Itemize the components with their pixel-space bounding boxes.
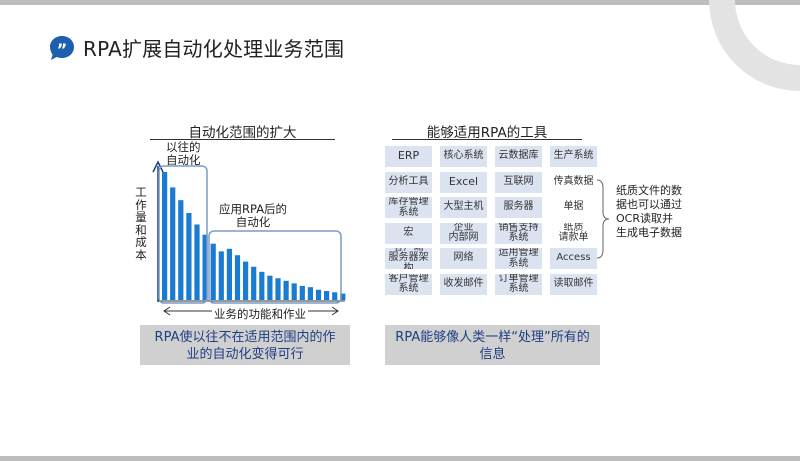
x-range-arrowhead-right	[331, 306, 339, 316]
x-axis-label: 业务的功能和作业	[212, 306, 308, 322]
svg-text:”: ”	[57, 40, 68, 59]
bar	[218, 251, 224, 300]
bar	[202, 234, 208, 300]
bar	[170, 187, 176, 300]
tool-tile: 分析工具	[385, 171, 432, 193]
tool-tile: 互联网	[495, 171, 542, 193]
tool-tile: 运用管理 系统	[495, 248, 542, 269]
tool-tile: Access	[550, 248, 597, 269]
tool-tile: 订单管理 系统	[495, 273, 542, 295]
tool-grid: ERP 核心系统 云数据库 生产系统分析工具 Excel 互联网 传真数据库存管理 系统 大型…	[385, 146, 597, 295]
bar	[259, 271, 265, 300]
tool-tile: Excel	[440, 171, 487, 193]
bar	[234, 255, 241, 300]
tool-tile: 库存管理 系统	[385, 197, 432, 218]
y-axis-label: 工作量和成本	[135, 185, 147, 262]
tool-tile: 网络	[440, 248, 487, 269]
bar	[226, 248, 232, 300]
tool-tile: 大型主机	[440, 197, 487, 218]
bar	[340, 293, 346, 300]
tool-tile: 服务器	[495, 197, 542, 218]
quote-icon: ”	[50, 36, 74, 60]
right-heading-underline	[392, 139, 582, 140]
bar	[332, 292, 338, 300]
automation-scope-chart	[152, 160, 346, 316]
left-heading: 自动化范围的扩大	[188, 125, 297, 141]
tool-tile: 云数据库	[495, 146, 542, 167]
bar	[275, 278, 281, 300]
x-range-arrowhead-left	[163, 306, 171, 316]
ocr-note: 纸质文件的数 据也可以通过 OCR读取并 生成电子数据	[616, 184, 682, 239]
tool-tile: 纸质 请款单	[558, 222, 589, 243]
tool-tile: 收发邮件	[440, 273, 487, 295]
right-heading: 能够适用RPA的工具	[426, 125, 548, 141]
bar	[162, 172, 168, 300]
bottom-border	[0, 456, 800, 461]
bar	[251, 266, 257, 300]
tool-tile: 企业 内部网	[440, 222, 487, 244]
bar	[315, 289, 322, 300]
rpa-automation-box	[208, 230, 342, 304]
bar	[283, 280, 289, 300]
brace-icon	[596, 179, 610, 259]
bar	[299, 285, 305, 300]
tool-tile: 传真数据	[553, 175, 594, 187]
y-axis-arrowhead	[152, 160, 164, 173]
page-title: RPA扩展自动化处理业务范围	[83, 37, 345, 61]
tool-tile: 客户管理 系统	[385, 273, 432, 295]
tool-tile: 销售支持 系统	[495, 222, 542, 244]
bar	[291, 283, 297, 300]
bar	[194, 224, 200, 300]
bar	[267, 275, 273, 300]
left-caption: RPA使以往不在适用范围内的作 业的自动化变得可行	[140, 325, 350, 365]
tool-tile: 核心系统	[440, 146, 487, 167]
bar	[243, 261, 249, 300]
bar	[186, 212, 192, 300]
bar	[178, 200, 184, 300]
tool-tile: ERP	[385, 146, 432, 167]
past-automation-label: 以往的 自动化	[166, 140, 201, 167]
tool-tile: 读取邮件	[550, 273, 597, 295]
bar	[307, 287, 313, 300]
tool-tile: 宏	[385, 222, 432, 244]
tool-tile: 生产系统	[550, 146, 597, 167]
past-automation-box	[158, 165, 208, 304]
right-caption: RPA能够像人类一样“处理”所有的 信息	[385, 325, 600, 365]
rpa-automation-label: 应用RPA后的 自动化	[219, 202, 288, 229]
tool-tile: 单据	[563, 201, 584, 213]
left-heading-underline	[150, 139, 335, 140]
tool-tile: 客户端 服务器架构	[385, 248, 432, 269]
bar	[210, 243, 216, 300]
bar	[324, 291, 330, 300]
top-border	[0, 0, 800, 5]
